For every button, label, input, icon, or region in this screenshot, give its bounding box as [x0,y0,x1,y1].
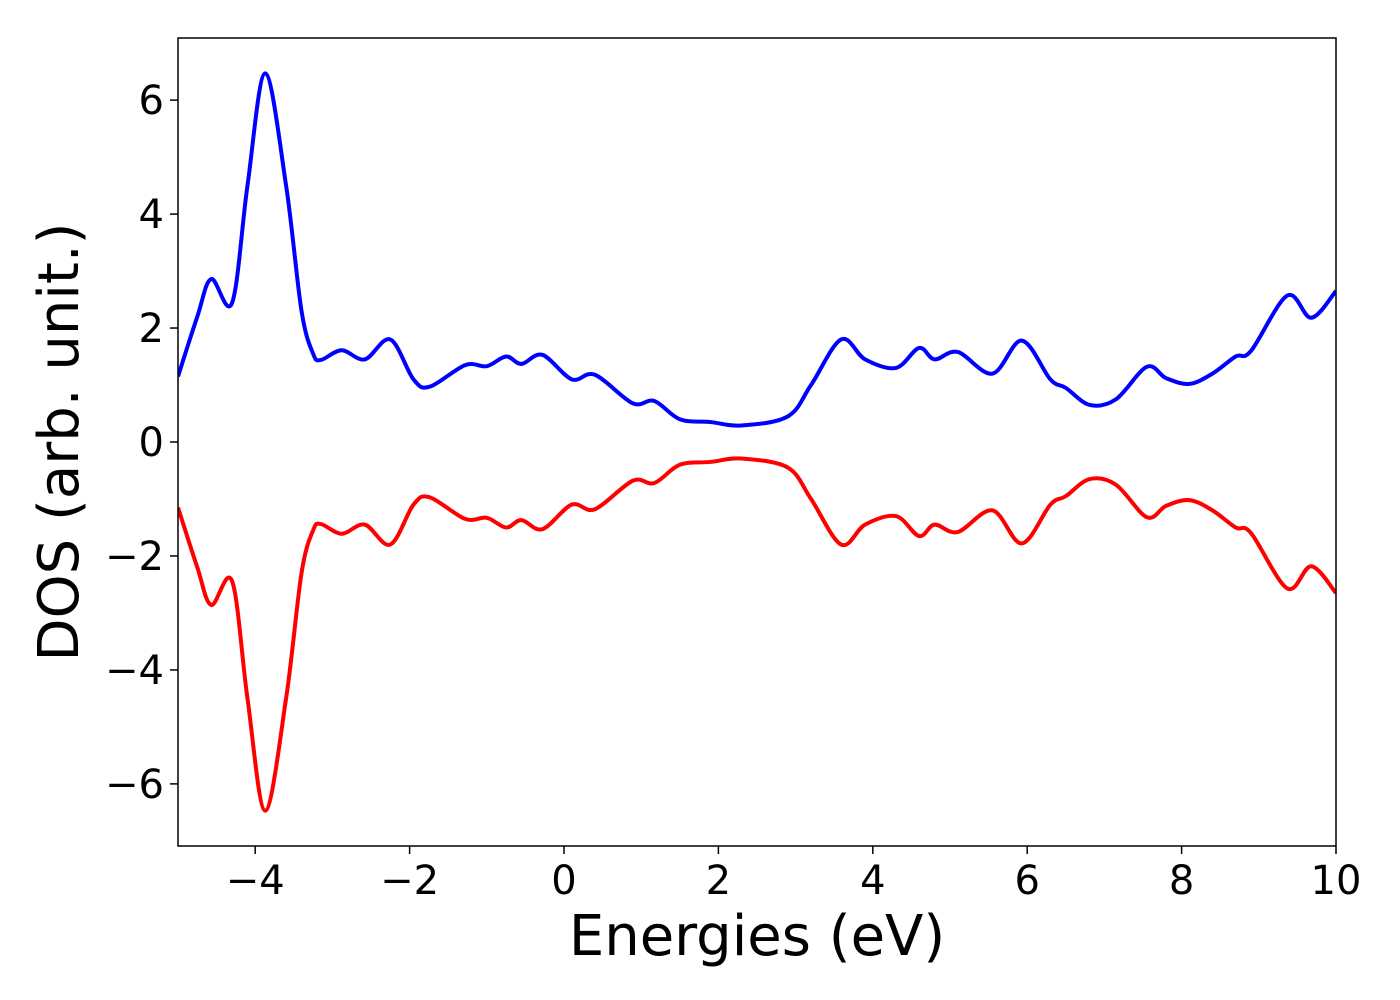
y-tick-label: 0 [139,420,164,466]
x-tick-label: 6 [1014,858,1039,904]
x-tick-label: −2 [380,858,439,904]
y-tick-label: −2 [105,534,164,580]
y-tick-label: 2 [139,306,164,352]
x-tick-label: 10 [1311,858,1362,904]
x-tick-label: 4 [860,858,885,904]
x-tick-label: 0 [551,858,576,904]
y-tick-label: 4 [139,192,164,238]
dos-line [178,71,1336,428]
x-axis-label: Energies (eV) [569,904,945,969]
y-tick-label: 6 [139,78,164,124]
y-tick-label: −4 [105,648,164,694]
y-axis-label: DOS (arb. unit.) [27,222,92,661]
dos-line [178,456,1336,813]
y-tick-label: −6 [105,762,164,808]
plot-frame [177,37,1337,847]
x-tick-label: 2 [706,858,731,904]
x-tick-label: −4 [226,858,285,904]
x-tick-label: 8 [1169,858,1194,904]
